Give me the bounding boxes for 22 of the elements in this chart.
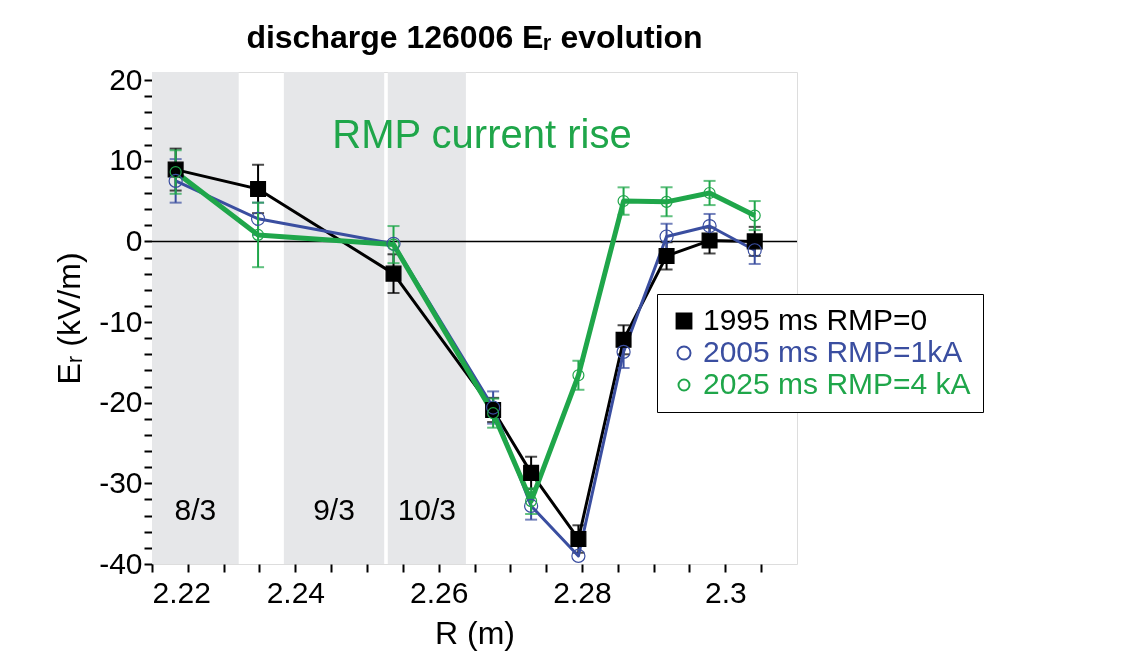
x-tick-label: 2.24 bbox=[266, 575, 326, 609]
legend-label: 2025 ms RMP=4 kA bbox=[703, 367, 971, 400]
y-tick-label: -20 bbox=[99, 385, 143, 419]
chart-title: discharge 126006 Eᵣ evolution bbox=[246, 19, 703, 56]
y-tick-label: 20 bbox=[109, 62, 143, 96]
x-tick-label: 2.28 bbox=[553, 575, 612, 609]
y-tick-label: 10 bbox=[109, 143, 143, 177]
band-label: 10/3 bbox=[397, 493, 457, 526]
y-axis-title: Eᵣ (kV/m) bbox=[51, 252, 88, 385]
x-axis-title: R (m) bbox=[435, 614, 515, 651]
y-tick-label: -10 bbox=[99, 304, 143, 338]
y-tick-label: -40 bbox=[99, 546, 143, 580]
x-tick-label: 2.26 bbox=[409, 575, 469, 609]
legend-label: 1995 ms RMP=0 bbox=[703, 303, 928, 336]
band-label: 9/3 bbox=[313, 493, 355, 526]
x-tick-label: 2.3 bbox=[704, 575, 747, 609]
x-tick-label: 2.22 bbox=[152, 575, 211, 609]
y-tick-label: -30 bbox=[99, 465, 143, 499]
legend-label: 2005 ms RMP=1kA bbox=[703, 335, 963, 368]
band-label: 8/3 bbox=[174, 493, 217, 526]
annotation: RMP current rise bbox=[332, 112, 632, 156]
y-tick-label: 0 bbox=[125, 223, 143, 257]
